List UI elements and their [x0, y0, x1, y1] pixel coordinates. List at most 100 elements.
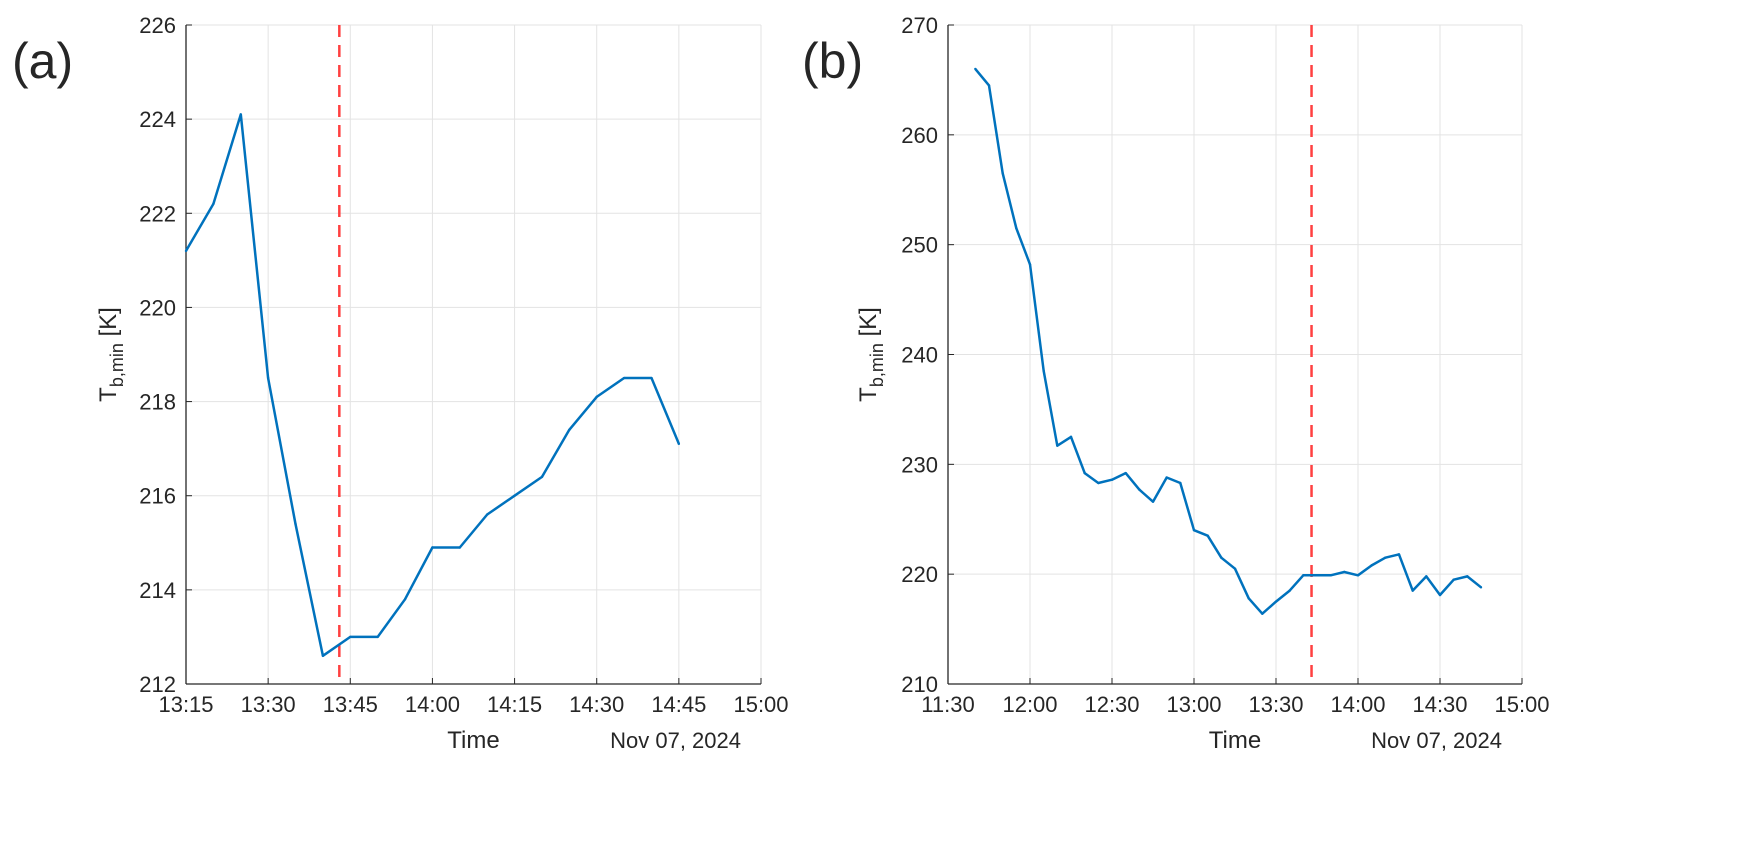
x-tick-label: 11:30 [921, 692, 974, 717]
x-tick-label: 12:00 [1002, 692, 1057, 717]
data-point [239, 113, 242, 116]
data-point [1356, 574, 1360, 577]
data-point [650, 376, 653, 380]
data-point [974, 67, 977, 71]
y-tick-label: 210 [901, 672, 938, 697]
data-point [1179, 481, 1182, 485]
data-point [1384, 556, 1387, 559]
data-point [1288, 589, 1291, 592]
x-tick-label: 15:00 [733, 692, 788, 717]
data-point [1452, 578, 1455, 581]
data-point [1247, 597, 1250, 600]
data-point [1302, 574, 1305, 577]
x-tick-label: 14:00 [405, 692, 460, 717]
date-label: Nov 07, 2024 [1371, 728, 1502, 753]
data-point [294, 522, 297, 526]
data-point [1124, 471, 1127, 475]
y-axis-label: Tb,min [K] [855, 307, 887, 402]
y-label-subscript: b,min [867, 343, 887, 387]
data-point [1110, 478, 1114, 481]
data-point [1028, 263, 1032, 266]
y-label-unit: [K] [95, 307, 122, 343]
data-point [1466, 575, 1469, 578]
x-tick-label: 13:30 [1248, 692, 1303, 717]
x-axis-label: Time [1209, 727, 1261, 754]
y-tick-label: 220 [139, 295, 176, 320]
data-point [485, 513, 489, 516]
x-tick-label: 14:15 [487, 692, 542, 717]
data-point [1069, 435, 1073, 439]
data-point [266, 376, 270, 380]
data-point [1083, 471, 1086, 475]
y-tick-label: 260 [901, 123, 938, 148]
data-point [595, 395, 598, 399]
data-point [1206, 534, 1209, 537]
data-point [1479, 586, 1483, 589]
data-point [1329, 574, 1332, 577]
data-point [212, 202, 215, 206]
data-point [1438, 593, 1442, 597]
data-line [974, 68, 1482, 615]
x-tick-label: 15:00 [1494, 692, 1549, 717]
date-label: Nov 07, 2024 [610, 728, 741, 753]
data-point [1233, 567, 1237, 570]
x-tick-label: 14:00 [1330, 692, 1385, 717]
data-point [1165, 476, 1168, 479]
panel-label: (a) [12, 33, 73, 89]
data-point [622, 376, 626, 380]
data-point [1056, 444, 1059, 447]
data-point [1315, 574, 1319, 577]
data-point [1001, 172, 1004, 175]
y-label-main: T [855, 387, 882, 402]
y-tick-label: 214 [139, 578, 176, 603]
data-point [1370, 564, 1373, 567]
x-tick-label: 13:30 [241, 692, 296, 717]
panel-label: (b) [802, 33, 863, 89]
y-label-subscript: b,min [107, 343, 127, 387]
data-point [321, 654, 325, 657]
data-point [513, 494, 516, 497]
data-point [458, 546, 462, 549]
y-tick-label: 250 [901, 233, 938, 258]
y-tick-label: 218 [139, 390, 176, 415]
y-tick-label: 230 [901, 452, 938, 477]
data-point [1411, 589, 1414, 592]
data-point [1425, 575, 1428, 578]
x-tick-label: 14:45 [651, 692, 706, 717]
data-point [1343, 570, 1346, 574]
y-tick-label: 220 [901, 562, 938, 587]
y-axis-label: Tb,min [K] [95, 307, 127, 402]
y-label-main: T [95, 387, 122, 402]
data-point [1097, 481, 1100, 485]
x-tick-label: 13:00 [1166, 692, 1221, 717]
x-tick-label: 13:45 [323, 692, 378, 717]
data-point [184, 249, 188, 253]
data-point [1220, 556, 1223, 559]
panel-a: 13:15 13:30 13:45 14:00 14:15 14:30 14:45 15:00… [12, 13, 789, 754]
data-point [677, 442, 681, 446]
y-tick-label: 240 [901, 343, 938, 368]
data-point [431, 546, 434, 549]
y-tick-label: 224 [139, 107, 176, 132]
y-label-unit: [K] [855, 307, 882, 343]
data-point [1151, 500, 1155, 503]
data-point [1261, 612, 1264, 615]
data-point [1274, 600, 1278, 603]
y-tick-label: 226 [139, 13, 176, 38]
y-tick-label: 212 [139, 672, 176, 697]
y-tick-label: 270 [901, 13, 938, 38]
data-point [1042, 369, 1045, 373]
data-point [540, 475, 544, 479]
data-point [1015, 226, 1018, 230]
x-tick-label: 14:30 [1412, 692, 1467, 717]
data-point [403, 598, 407, 601]
data-point [1192, 529, 1196, 532]
data-point [376, 635, 379, 639]
x-tick-label: 14:30 [569, 692, 624, 717]
data-point [568, 428, 571, 432]
y-tick-label: 222 [139, 201, 176, 226]
data-point [1138, 488, 1141, 491]
x-tick-label: 13:15 [158, 692, 213, 717]
x-tick-label: 12:30 [1084, 692, 1139, 717]
